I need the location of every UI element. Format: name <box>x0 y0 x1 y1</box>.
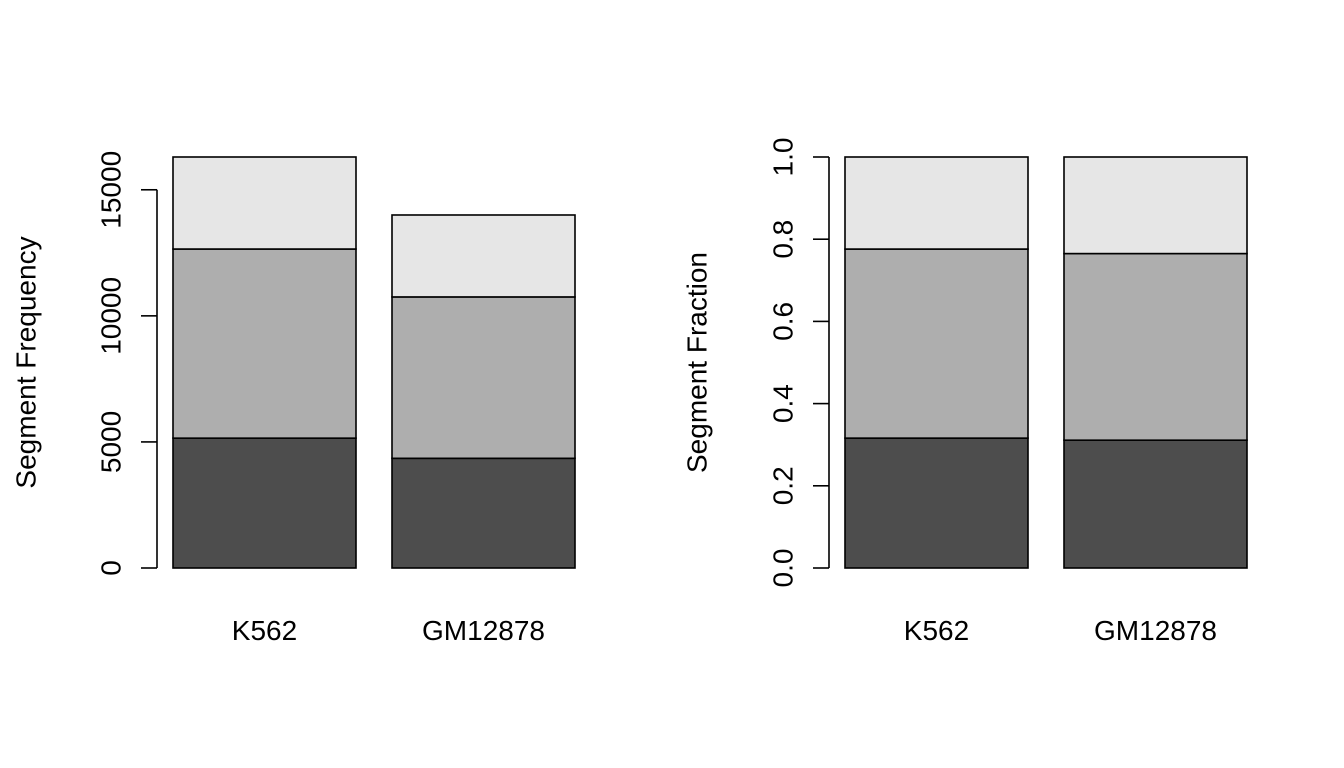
category-label: GM12878 <box>422 615 545 646</box>
bar-gm12878-segment-3 <box>1063 156 1248 255</box>
y-tick-label: 1.0 <box>768 138 799 177</box>
y-tick-label: 0 <box>96 560 127 576</box>
frequency-bar-chart: K562 GM12878 0 5000 10000 15000 Segment Freque… <box>11 151 576 646</box>
y-tick-label: 0.2 <box>768 466 799 505</box>
y-axis-title: Segment Fraction <box>682 252 713 473</box>
bar-gm12878-segment-1 <box>1063 439 1248 569</box>
bar-k562-segment-2 <box>844 248 1029 439</box>
bar-k562-segment-2 <box>172 248 357 439</box>
bar-gm12878-segment-3 <box>391 214 576 298</box>
bar-gm12878-segment-1 <box>391 457 576 569</box>
category-label: K562 <box>232 615 297 646</box>
y-tick-label: 0.8 <box>768 220 799 259</box>
y-tick-label: 15000 <box>96 151 127 229</box>
y-tick-label: 0.6 <box>768 302 799 341</box>
y-tick-label: 0.0 <box>768 549 799 588</box>
category-label: K562 <box>904 615 969 646</box>
fraction-bar-chart: K562 GM12878 0.0 0.2 0.4 0.6 0.8 1.0 Segment Fra… <box>682 138 1248 646</box>
y-tick-label: 10000 <box>96 277 127 355</box>
bar-k562-segment-3 <box>844 156 1029 250</box>
y-tick-label: 5000 <box>96 411 127 473</box>
category-label: GM12878 <box>1094 615 1217 646</box>
y-axis-title: Segment Frequency <box>11 236 42 488</box>
bar-k562-segment-3 <box>172 156 357 250</box>
y-tick-label: 0.4 <box>768 384 799 423</box>
bar-k562-segment-1 <box>172 437 357 569</box>
bar-gm12878-segment-2 <box>391 296 576 460</box>
bar-gm12878-segment-2 <box>1063 252 1248 441</box>
bar-k562-segment-1 <box>844 437 1029 569</box>
